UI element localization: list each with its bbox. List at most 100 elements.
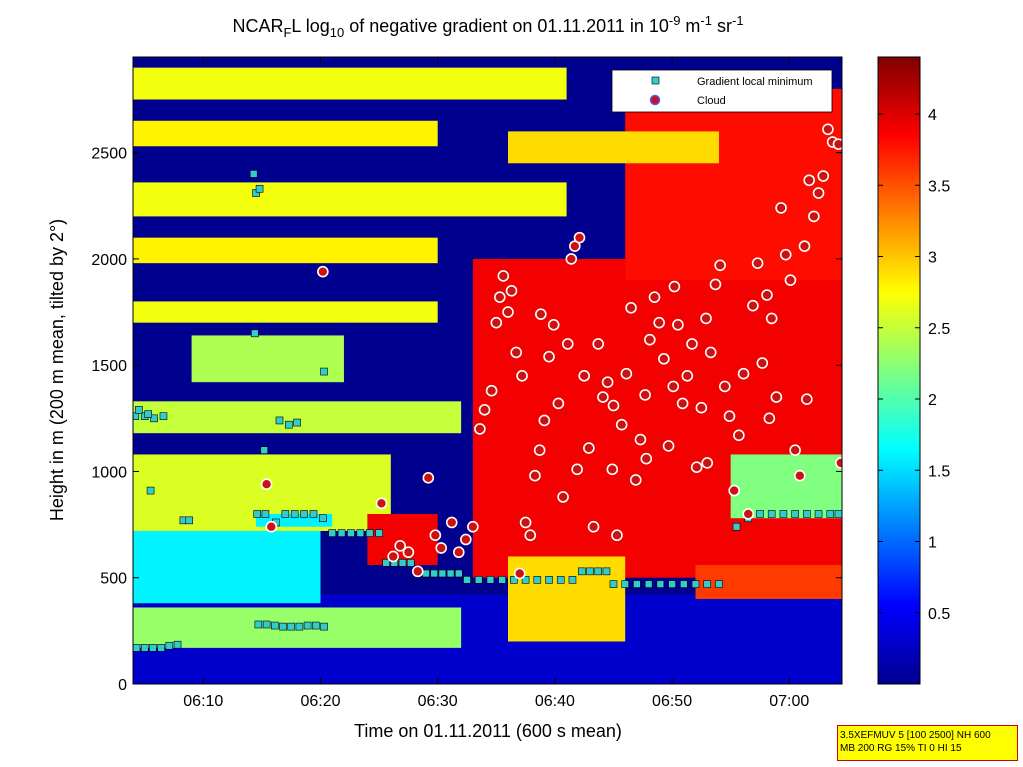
gradient-minimum-point [463, 576, 471, 584]
legend-marker-gradient-minimum [651, 76, 660, 85]
heat-band-2 [133, 530, 321, 604]
gradient-minimum-point [365, 529, 374, 537]
cloud-point [737, 367, 750, 380]
gradient-minimum-point [144, 410, 153, 418]
gradient-minimum-point [279, 622, 287, 631]
cloud-point [676, 397, 689, 410]
gradient-minimum-point [320, 622, 328, 631]
cloud-point [573, 231, 586, 244]
gradient-minimum-point [521, 576, 530, 584]
cloud-point [533, 444, 546, 457]
colorbar-tick-label: 3 [928, 250, 937, 267]
heat-band-9 [133, 120, 438, 147]
gradient-minimum-point [347, 529, 355, 537]
gradient-minimum-point [767, 510, 776, 518]
colorbar-tick-label: 1.5 [928, 463, 950, 480]
cloud-point [502, 306, 514, 318]
gradient-minimum-point [261, 510, 270, 518]
gradient-minimum-point [159, 412, 168, 420]
plot-frame [132, 56, 843, 685]
heat-band-17 [508, 131, 719, 164]
y-tick-label: 2500 [91, 146, 127, 163]
cloud-point [644, 333, 656, 346]
gradient-minimum-point [249, 170, 258, 178]
cloud-point [686, 338, 698, 350]
heat-band-5 [191, 335, 344, 383]
cloud-point [620, 367, 633, 380]
heat-band-18 [730, 454, 842, 519]
gradient-minimum-point [295, 622, 304, 631]
gradient-minimum-point [556, 576, 565, 584]
cloud-point [808, 210, 820, 223]
gradient-minimum-point [146, 486, 155, 495]
cloud-point [747, 299, 759, 312]
x-tick-label: 06:30 [418, 693, 458, 710]
legend-box [611, 69, 833, 113]
cloud-point [565, 253, 578, 265]
cloud-point [578, 370, 590, 382]
cloud-point [516, 370, 528, 382]
gradient-minimum-point [337, 529, 346, 537]
cloud-point [497, 270, 510, 282]
gradient-minimum-point [270, 621, 279, 630]
cloud-point [524, 529, 537, 542]
gradient-minimum-point [320, 367, 328, 376]
cloud-point [733, 429, 745, 442]
cloud-point [789, 444, 801, 457]
cloud-point [317, 265, 329, 278]
cloud-point [817, 170, 830, 182]
gradient-minimum-point [135, 406, 143, 414]
cloud-point [467, 520, 479, 533]
gradient-minimum-point [430, 569, 438, 578]
gradient-minimum-point [679, 580, 688, 588]
x-tick-label: 06:40 [535, 693, 575, 710]
info-line-2: MB 200 RG 15% TI 0 HI 15 [840, 743, 962, 754]
cloud-point [784, 274, 797, 286]
cloud-point [592, 338, 605, 350]
gradient-minimum-point [255, 184, 264, 193]
gradient-minimum-point [621, 580, 629, 588]
legend: Gradient local minimum Cloud [611, 69, 833, 113]
gradient-minimum-point [602, 567, 611, 576]
cloud-point [552, 397, 565, 410]
cloud-point [538, 414, 551, 427]
colorbar-tick-label: 2 [928, 392, 937, 409]
cloud-point [557, 491, 569, 503]
cloud-point [597, 391, 609, 403]
gradient-minimum-point [173, 640, 182, 649]
gradient-minimum-point [454, 569, 463, 578]
cloud-point [723, 410, 736, 422]
cloud-point [770, 391, 783, 403]
gradient-minimum-point [644, 580, 653, 588]
gradient-minimum-point [185, 516, 194, 525]
info-line-1: 3.5XEFMUV 5 [100 2500] NH 600 [840, 730, 991, 741]
cloud-point [832, 138, 842, 150]
gradient-minimum-point [150, 414, 158, 423]
gradient-minimum-point [157, 644, 165, 652]
cloud-point [648, 291, 661, 303]
cloud-point [611, 529, 623, 542]
heat-band-13 [472, 258, 842, 578]
gradient-minimum-point [375, 529, 383, 537]
y-tick-label: 1000 [91, 464, 127, 481]
cloud-point [422, 472, 435, 484]
gradient-minimum-point [312, 621, 320, 630]
cloud-point [571, 463, 583, 476]
gradient-minimum-point [260, 446, 269, 455]
heat-band-12 [367, 513, 438, 565]
cloud-point [658, 353, 670, 365]
gradient-minimum-point [510, 576, 518, 584]
cloud-point [662, 440, 675, 452]
gradient-minimum-point [691, 580, 700, 588]
cloud-point [490, 316, 503, 329]
gradient-minimum-point [300, 510, 308, 518]
cloud-point [547, 319, 560, 331]
gradient-minimum-point [406, 559, 415, 567]
y-tick-label: 1500 [91, 358, 127, 375]
cloud-point [513, 567, 526, 580]
cloud-point [794, 469, 806, 482]
x-tick-label: 07:00 [769, 693, 809, 710]
cloud-point [402, 546, 415, 559]
cloud-point [779, 248, 792, 261]
cloud-point [714, 259, 726, 272]
